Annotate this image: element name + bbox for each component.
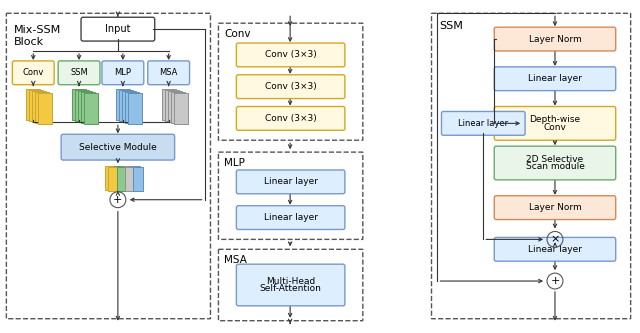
Bar	[133, 166, 143, 191]
FancyBboxPatch shape	[494, 237, 616, 261]
Bar	[168, 91, 182, 122]
FancyBboxPatch shape	[236, 43, 345, 67]
Bar	[114, 166, 124, 190]
Text: Conv (3×3): Conv (3×3)	[265, 114, 317, 123]
Bar	[32, 91, 46, 122]
FancyBboxPatch shape	[494, 146, 616, 180]
Bar	[117, 166, 127, 191]
Bar	[122, 91, 136, 122]
Text: Self-Attention: Self-Attention	[260, 284, 321, 293]
FancyBboxPatch shape	[218, 23, 363, 140]
Bar	[75, 90, 89, 122]
Bar	[164, 90, 179, 122]
FancyBboxPatch shape	[58, 61, 100, 85]
Text: Mix-SSM
Block: Mix-SSM Block	[14, 25, 61, 47]
Text: ×: ×	[550, 234, 559, 244]
FancyBboxPatch shape	[494, 196, 616, 219]
FancyBboxPatch shape	[236, 264, 345, 306]
Bar	[116, 89, 130, 121]
Text: MSA: MSA	[225, 255, 247, 265]
FancyBboxPatch shape	[494, 67, 616, 91]
Text: Input: Input	[105, 24, 131, 34]
Text: SSM: SSM	[70, 68, 88, 77]
Bar	[119, 90, 133, 122]
Bar	[78, 91, 92, 122]
Bar	[38, 93, 52, 124]
Text: Multi-Head: Multi-Head	[266, 276, 316, 285]
Text: Linear layer: Linear layer	[458, 119, 508, 128]
Bar	[173, 93, 188, 124]
Bar	[162, 89, 175, 121]
Text: Conv: Conv	[22, 68, 44, 77]
Text: MLP: MLP	[115, 68, 131, 77]
FancyBboxPatch shape	[6, 13, 211, 319]
FancyBboxPatch shape	[236, 107, 345, 130]
FancyBboxPatch shape	[494, 27, 616, 51]
Text: Depth-wise: Depth-wise	[529, 115, 580, 124]
Text: 2D Selective: 2D Selective	[526, 155, 584, 164]
Bar	[122, 166, 132, 190]
Text: Linear layer: Linear layer	[264, 213, 317, 222]
Bar	[171, 92, 184, 123]
Bar	[81, 92, 95, 123]
Text: Conv (3×3): Conv (3×3)	[265, 50, 317, 59]
Text: Layer Norm: Layer Norm	[529, 35, 581, 44]
Text: Conv: Conv	[225, 29, 251, 39]
FancyBboxPatch shape	[236, 75, 345, 99]
Text: Linear layer: Linear layer	[264, 177, 317, 186]
Text: Selective Module: Selective Module	[79, 143, 157, 152]
Bar	[35, 92, 49, 123]
FancyBboxPatch shape	[494, 107, 616, 140]
Bar	[108, 166, 118, 191]
Text: +: +	[550, 276, 559, 286]
Text: MSA: MSA	[159, 68, 178, 77]
FancyBboxPatch shape	[236, 206, 345, 229]
Bar	[105, 166, 115, 190]
FancyBboxPatch shape	[431, 13, 630, 319]
Text: MLP: MLP	[225, 158, 245, 168]
FancyBboxPatch shape	[218, 152, 363, 239]
FancyBboxPatch shape	[12, 61, 54, 85]
Text: Conv (3×3): Conv (3×3)	[265, 82, 317, 91]
Text: Layer Norm: Layer Norm	[529, 203, 581, 212]
Bar	[128, 93, 142, 124]
FancyBboxPatch shape	[442, 112, 525, 135]
Text: Scan module: Scan module	[525, 163, 584, 171]
Bar	[125, 166, 135, 191]
Text: Linear layer: Linear layer	[528, 245, 582, 254]
Text: +: +	[113, 195, 123, 205]
Bar	[84, 93, 98, 124]
Bar	[26, 89, 40, 121]
Bar	[125, 92, 139, 123]
FancyBboxPatch shape	[236, 170, 345, 194]
Text: Linear layer: Linear layer	[528, 74, 582, 83]
FancyBboxPatch shape	[61, 134, 175, 160]
FancyBboxPatch shape	[102, 61, 144, 85]
Text: SSM: SSM	[440, 21, 463, 31]
FancyBboxPatch shape	[81, 17, 155, 41]
Bar	[130, 166, 140, 190]
FancyBboxPatch shape	[148, 61, 189, 85]
Bar	[72, 89, 86, 121]
FancyBboxPatch shape	[218, 249, 363, 321]
Bar	[29, 90, 44, 122]
Text: Conv: Conv	[543, 123, 566, 132]
